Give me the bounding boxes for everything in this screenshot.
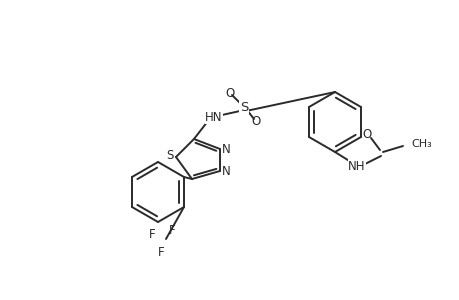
Text: HN: HN <box>205 110 222 124</box>
Text: O: O <box>362 128 371 140</box>
Text: CH₃: CH₃ <box>410 139 431 149</box>
Text: F: F <box>157 247 164 260</box>
Text: O: O <box>225 86 234 100</box>
Text: NH: NH <box>347 160 365 172</box>
Text: S: S <box>166 148 174 161</box>
Text: O: O <box>251 115 260 128</box>
Text: N: N <box>221 142 230 155</box>
Text: F: F <box>148 229 155 242</box>
Text: N: N <box>221 164 230 178</box>
Text: S: S <box>239 100 247 113</box>
Text: F: F <box>168 224 175 238</box>
